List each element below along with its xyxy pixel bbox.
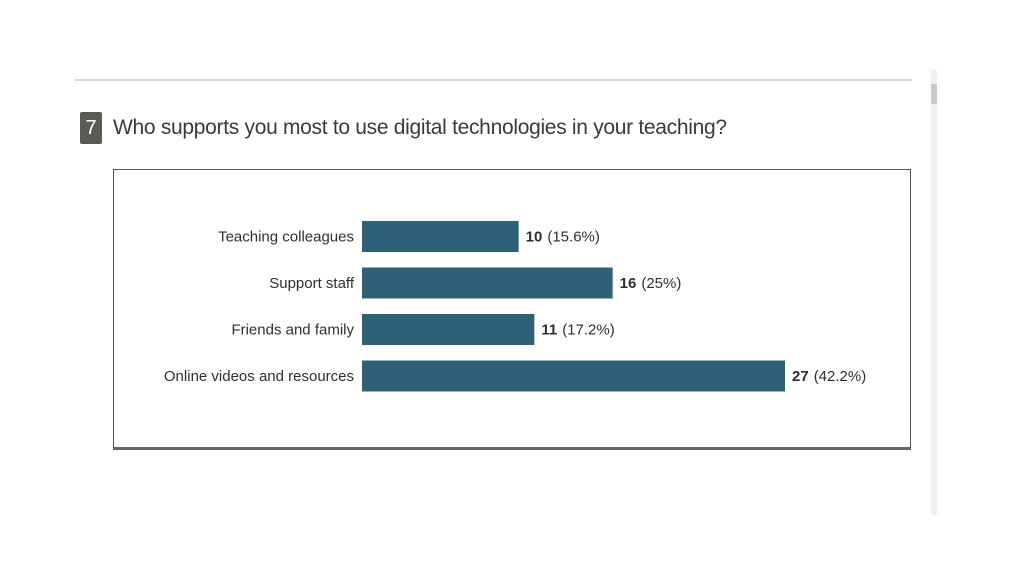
category-label: Teaching colleagues	[218, 229, 354, 246]
scrollbar-thumb[interactable]	[931, 84, 937, 104]
bar-count: 10	[526, 229, 543, 246]
bar-percent: (15.6%)	[547, 229, 600, 246]
bar	[362, 360, 785, 392]
bar-percent: (25%)	[641, 275, 681, 292]
category-label: Support staff	[269, 275, 355, 292]
bar-value-label: 11 (17.2%)	[541, 322, 614, 339]
bar-value-label: 16 (25%)	[620, 275, 682, 292]
section-divider	[74, 79, 912, 81]
category-label: Friends and family	[231, 322, 354, 339]
vertical-scrollbar[interactable]	[931, 70, 937, 515]
bar	[362, 221, 519, 252]
chart-panel	[113, 169, 911, 450]
question-number-badge: 7	[80, 112, 102, 144]
bar-percent: (42.2%)	[814, 368, 867, 385]
bar-value-label: 10 (15.6%)	[526, 229, 600, 246]
question-title: Who supports you most to use digital tec…	[113, 116, 727, 139]
category-label: Online videos and resources	[164, 368, 354, 385]
bar-value-label: 27 (42.2%)	[792, 368, 866, 385]
bar	[362, 314, 535, 345]
bar-count: 27	[792, 368, 809, 385]
bar-percent: (17.2%)	[562, 322, 615, 339]
bar	[362, 267, 613, 299]
bar-count: 11	[541, 322, 557, 339]
bar-count: 16	[620, 275, 637, 292]
